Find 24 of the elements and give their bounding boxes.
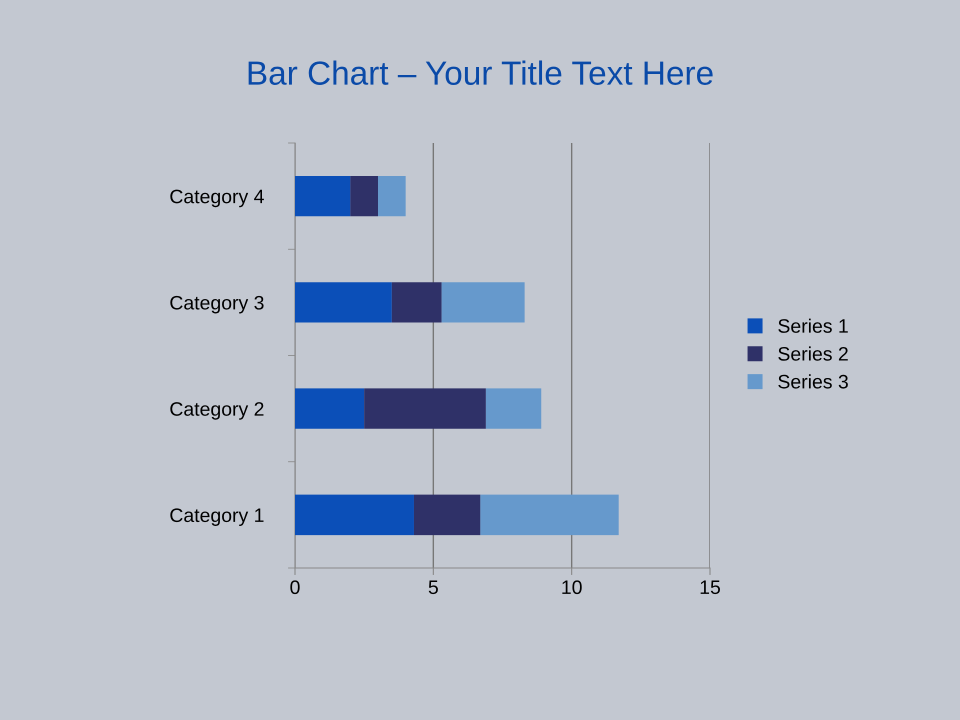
y-tick-label: Category 1 (170, 508, 264, 526)
bar (364, 388, 486, 429)
legend-label: Series 3 (778, 374, 848, 389)
x-tick-label: 5 (428, 580, 438, 594)
bar (442, 282, 525, 323)
legend-label: Series 1 (778, 318, 848, 333)
x-tick-label: 15 (700, 580, 720, 594)
bar (392, 282, 442, 323)
bar (480, 494, 619, 536)
chart-title: Bar Chart – Your Title Text Here (248, 60, 713, 85)
bar (295, 282, 392, 323)
y-tick-label: Category 4 (170, 190, 264, 208)
bar (295, 176, 350, 216)
bar (295, 388, 364, 429)
y-tick-label: Category 3 (170, 296, 264, 314)
bar (414, 494, 480, 536)
x-tick-label: 10 (562, 580, 582, 594)
bar (486, 388, 542, 429)
y-tick-label: Category 2 (170, 402, 264, 420)
bar (350, 176, 378, 216)
x-tick-label: 0 (290, 580, 300, 594)
bar (295, 494, 414, 536)
bar (378, 176, 406, 216)
legend-label: Series 2 (778, 346, 848, 361)
